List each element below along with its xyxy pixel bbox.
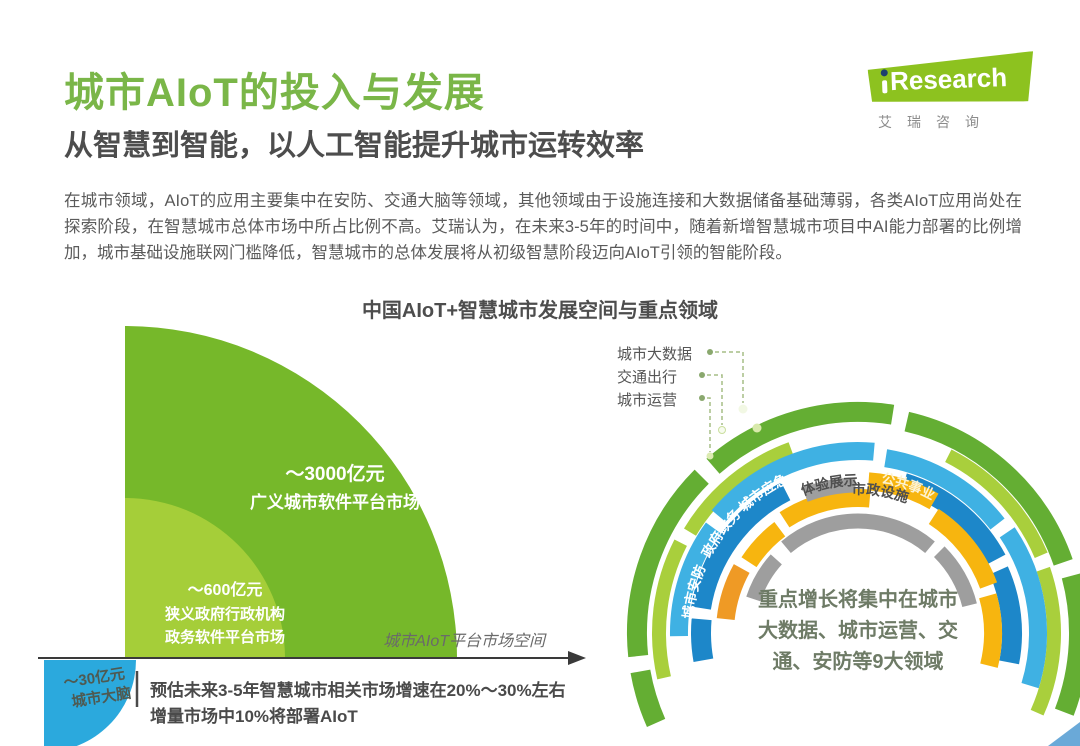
ring-arc-segment — [781, 513, 935, 554]
iresearch-logo-flag: Research — [867, 51, 1035, 107]
ring-arc-segment — [867, 472, 939, 510]
callout-label-city-operation: 城市运营 — [617, 392, 678, 409]
ring-arc-segment — [746, 554, 783, 602]
ring-arc-segment — [741, 522, 786, 568]
axis-label: 城市AIoT平台市场空间 — [383, 632, 547, 650]
iresearch-i-dot — [881, 69, 888, 76]
ring-dot — [752, 423, 762, 433]
callout-line-operation — [707, 397, 711, 452]
iresearch-logo: Research 艾瑞咨询 — [868, 54, 1044, 132]
figure-title: 中国AIoT+智慧城市发展空间与重点领域 — [361, 300, 719, 322]
ring-arc-segment — [652, 539, 687, 680]
ring-arc-segment — [1054, 573, 1080, 716]
ring-arc-segment — [779, 489, 871, 528]
ring-arc-segment — [933, 546, 977, 608]
iresearch-i-stem — [882, 80, 887, 93]
callout-label-city-bigdata: 城市大数据 — [617, 346, 693, 363]
center-note-line-2: 大数据、城市运营、交 — [758, 618, 958, 642]
ring-arc-segment — [630, 669, 666, 727]
callout-dot — [699, 395, 705, 401]
callout-label-traffic: 交通出行 — [617, 369, 678, 386]
ring-arc-segment — [706, 401, 895, 474]
iresearch-wordmark: Research — [889, 61, 1008, 96]
axis-arrow-icon — [568, 651, 586, 665]
ring-arc-segment — [691, 618, 714, 663]
ring-arc-segment — [669, 522, 721, 637]
iresearch-i-glyph — [882, 76, 888, 93]
ring-arc-segment — [1030, 566, 1061, 716]
ring-dot — [738, 404, 748, 414]
ring-arc-segment — [979, 593, 1003, 668]
big-segment-label: 广义城市软件平台市场 — [250, 492, 420, 512]
ring-arc-segment — [626, 469, 709, 658]
ring-arc-segment — [711, 442, 875, 522]
ring-arc-segment — [928, 508, 998, 589]
key-areas-ring-chart: 城市安防 政府政务 城市应急 体验展示 市政设施 公共事业 重点增长将集中在城市… — [626, 349, 1080, 727]
forecast-note-line-1: 预估未来3-5年智慧城市相关市场增速在20%～30%左右 — [150, 680, 566, 700]
mid-segment-label-2: 政务软件平台市场 — [165, 628, 285, 646]
mid-segment-label-1: 狭义政府行政机构 — [164, 605, 285, 623]
ring-arc-segment — [999, 527, 1047, 689]
intro-paragraph: 在城市领域，AIoT的应用主要集中在安防、交通大脑等领域，其他领域由于设施连接和… — [64, 192, 1022, 263]
ring-dot — [706, 452, 714, 460]
ring-arc-segment — [989, 566, 1023, 665]
segment-city-brain — [44, 660, 136, 746]
callout-line-bigdata — [715, 351, 744, 403]
center-note-line-1: 重点增长将集中在城市 — [758, 587, 958, 611]
forecast-note-line-2: 增量市场中10%将部署AIoT — [150, 706, 358, 726]
ring-arc-segment — [884, 449, 1005, 530]
corner-triangle-decoration — [1048, 722, 1080, 746]
callout-line-traffic — [707, 374, 723, 425]
ring-arc-segment — [802, 477, 856, 502]
segment-gov-software — [125, 498, 285, 658]
callout-dot — [707, 349, 713, 355]
page-subtitle: 从智慧到智能，以人工智能提升城市运转效率 — [64, 130, 645, 162]
ring-segments — [626, 401, 1080, 727]
center-note-line-3: 通、安防等9大领域 — [772, 649, 943, 673]
big-segment-value: ～3000亿元 — [285, 462, 384, 485]
mid-segment-value: ～600亿元 — [188, 580, 263, 599]
ring-dot — [718, 426, 726, 434]
ring-arc-segment — [691, 482, 791, 610]
page-title: 城市AIoT的投入与发展 — [64, 71, 485, 115]
ring-arc-segment — [945, 449, 1048, 558]
ring-arc-segment — [683, 442, 794, 536]
iresearch-cn-name: 艾瑞咨询 — [878, 114, 994, 130]
ring-arc-segment — [904, 411, 1073, 566]
ring-arc-segment — [716, 564, 750, 621]
market-size-chart: ～3000亿元 广义城市软件平台市场 ～600亿元 狭义政府行政机构 政务软件平… — [38, 326, 586, 746]
callout-dot — [699, 372, 705, 378]
